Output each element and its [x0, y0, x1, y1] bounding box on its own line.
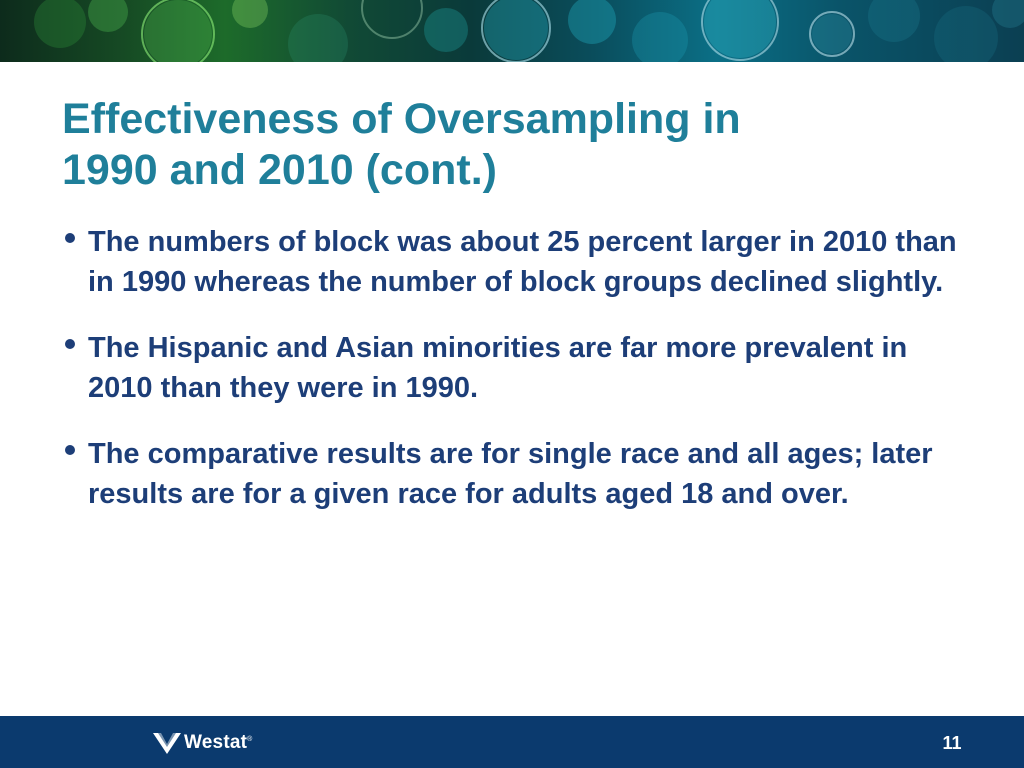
footer-bar: Westat ® 11	[0, 716, 1024, 768]
slide-title: Effectiveness of Oversampling in 1990 an…	[62, 94, 962, 196]
westat-logo-text: Westat	[184, 732, 248, 753]
bullet-item-minorities: The Hispanic and Asian minorities are fa…	[62, 328, 962, 408]
bullet-text: The comparative results are for single r…	[88, 438, 933, 510]
bullet-item-block-counts: The numbers of block was about 25 percen…	[62, 222, 962, 302]
bullet-dot-icon	[65, 445, 75, 455]
bullet-item-comparative-results: The comparative results are for single r…	[62, 434, 962, 514]
bullet-dot-icon	[65, 339, 75, 349]
slide-title-line-1: Effectiveness of Oversampling in	[62, 95, 741, 143]
page-number: 11	[942, 733, 962, 753]
bokeh-circles-graphic	[34, 0, 1024, 62]
bullet-text: The Hispanic and Asian minorities are fa…	[88, 332, 908, 404]
westat-logo: Westat ®	[152, 730, 252, 756]
westat-chevron-icon	[153, 733, 181, 754]
trademark-symbol: ®	[247, 736, 253, 743]
bullet-list: The numbers of block was about 25 percen…	[62, 222, 962, 540]
bullet-text: The numbers of block was about 25 percen…	[88, 226, 957, 298]
decorative-header-banner	[0, 0, 1024, 62]
bullet-dot-icon	[65, 233, 75, 243]
slide-title-line-2: 1990 and 2010 (cont.)	[62, 146, 497, 194]
